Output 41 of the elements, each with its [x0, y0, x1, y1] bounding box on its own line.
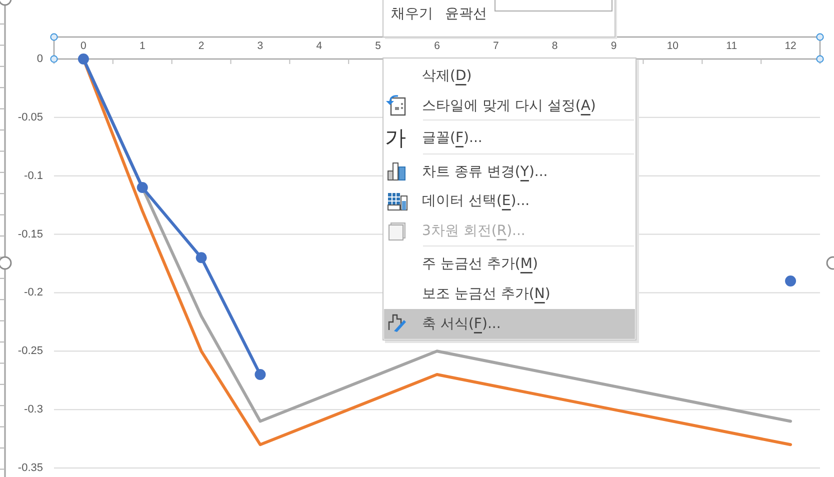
y-tick-label: -0.1 [24, 170, 43, 182]
x-tick-label: 11 [726, 40, 738, 52]
y-tick-label: -0.05 [18, 111, 43, 124]
y-tick-label: -0.35 [18, 462, 43, 474]
x-tick-label: 4 [316, 40, 322, 52]
x-tick-label: 8 [552, 40, 558, 52]
menu-item: 차트 종류 변경(Y)... [388, 162, 548, 180]
annotation: 스타일에 맞게 다시 설정(A) [422, 98, 596, 114]
x-tick-label: 10 [666, 40, 679, 52]
y-tick-label: 0 [36, 53, 43, 65]
x-tick-label: 5 [375, 40, 382, 52]
y-tick-label: -0.15 [18, 228, 43, 240]
menu-item: 가 글꼴(F)... [385, 126, 482, 150]
annotation: 차트 종류 변경(Y)... [422, 164, 548, 180]
x-tick-label: 6 [434, 40, 440, 52]
x-tick-label: 2 [198, 40, 204, 52]
menu-item: 데이터 선택(E)... [388, 192, 530, 210]
menu-item: 축 서식(F)... [384, 309, 635, 339]
annotation: 3차원 회전(R)... [422, 223, 526, 239]
annotation: 축 서식(F)... [422, 316, 501, 332]
menu-item: 주 눈금선 추가(M) [422, 256, 538, 272]
annotation: 데이터 선택(E)... [422, 193, 530, 209]
point [254, 369, 266, 380]
y-tick-label: -0.2 [24, 286, 43, 299]
x-tick-label: 3 [257, 40, 264, 52]
point [136, 182, 148, 194]
menu-item: 삭제(D) [422, 68, 472, 84]
x-tick-label: 1 [139, 40, 146, 52]
x-tick-label: 9 [610, 40, 617, 52]
y-tick-label: -0.25 [18, 345, 43, 358]
menu-item: 3차원 회전(R)... [388, 222, 526, 240]
point [196, 252, 207, 264]
x-tick-label: 7 [493, 40, 499, 52]
point [78, 54, 89, 64]
menu-item: 스타일에 맞게 다시 설정(A) [386, 95, 596, 116]
x-tick-label: 12 [784, 40, 797, 52]
menu-item: 보조 눈금선 추가(N) [422, 286, 550, 302]
y-tick-label: -0.3 [24, 404, 43, 416]
x-tick-label: 0 [80, 40, 87, 52]
mini-toolbar: 채우기 윤곽선 [382, 0, 617, 39]
point [785, 276, 796, 287]
